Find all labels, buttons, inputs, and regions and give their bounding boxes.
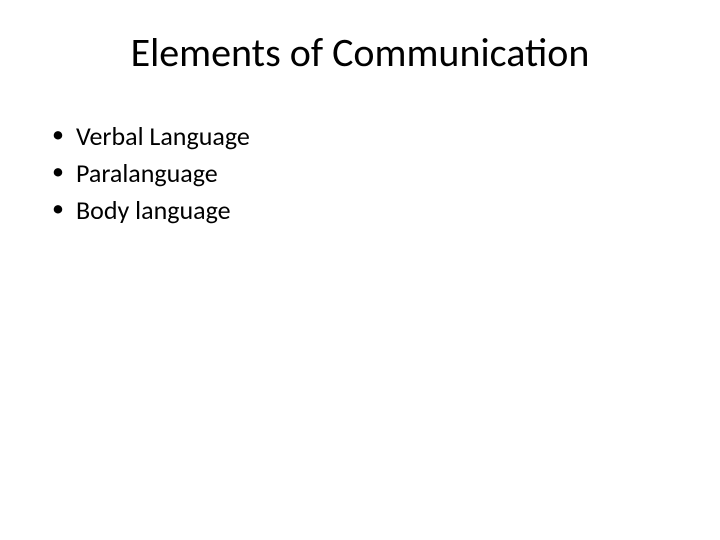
bullet-list: Verbal Language Paralanguage Body langua… [0, 119, 720, 228]
slide-container: Elements of Communication Verbal Languag… [0, 0, 720, 540]
list-item: Paralanguage [52, 156, 720, 191]
list-item: Body language [52, 193, 720, 228]
list-item: Verbal Language [52, 119, 720, 154]
slide-title: Elements of Communication [0, 28, 720, 77]
